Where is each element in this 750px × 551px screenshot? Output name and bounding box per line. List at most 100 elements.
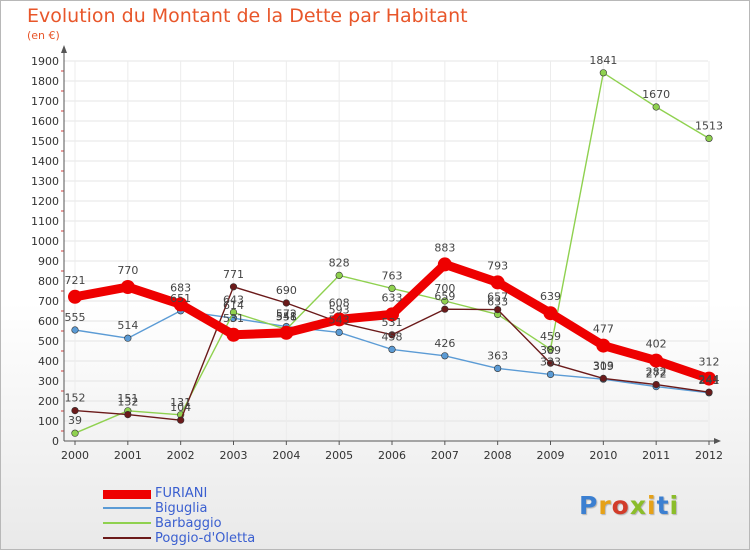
y-tick-label: 500 <box>38 335 59 348</box>
data-label: 683 <box>170 281 191 294</box>
x-tick-label: 2011 <box>642 449 670 462</box>
data-label: 363 <box>487 349 508 362</box>
data-label: 614 <box>223 299 244 312</box>
data-label: 541 <box>276 310 297 323</box>
legend-swatch <box>103 507 151 509</box>
data-point <box>705 134 713 142</box>
proxiti-logo: Proxiti <box>579 491 680 520</box>
x-tick-label: 2001 <box>114 449 142 462</box>
y-tick-label: 800 <box>38 275 59 288</box>
data-point <box>702 371 716 386</box>
data-label: 659 <box>434 290 455 303</box>
data-label: 241 <box>699 374 720 387</box>
data-point <box>543 306 558 321</box>
data-label: 593 <box>329 303 350 316</box>
data-point <box>124 411 132 419</box>
data-point <box>652 381 660 389</box>
data-label: 1670 <box>642 88 670 101</box>
y-tick-label: 1200 <box>31 195 59 208</box>
data-point <box>437 257 452 272</box>
y-tick-label: 700 <box>38 295 59 308</box>
data-label: 657 <box>487 291 508 304</box>
x-tick-label: 2004 <box>272 449 300 462</box>
chart-title: Evolution du Montant de la Dette par Hab… <box>27 5 468 27</box>
data-point <box>652 103 660 111</box>
y-tick-label: 100 <box>38 415 59 428</box>
y-tick-label: 600 <box>38 315 59 328</box>
y-tick-label: 1700 <box>31 95 59 108</box>
data-point <box>546 370 555 379</box>
data-point <box>226 327 241 342</box>
data-point <box>282 299 290 307</box>
legend-label: Barbaggio <box>155 516 222 531</box>
data-point <box>441 305 449 313</box>
y-tick-label: 1000 <box>31 235 59 248</box>
data-point <box>68 289 82 304</box>
data-label: 770 <box>117 264 138 277</box>
y-tick-label: 400 <box>38 355 59 368</box>
legend-swatch <box>103 537 151 539</box>
data-point <box>335 271 343 280</box>
y-tick-label: 1800 <box>31 75 59 88</box>
data-label: 555 <box>65 311 86 324</box>
data-point <box>120 280 135 294</box>
axis-layer: 0 100 200 300 400 500 600 700 800 900 1000 1100 1200… <box>31 45 723 462</box>
data-point <box>494 306 502 314</box>
data-label: 558 <box>276 310 297 323</box>
y-axis-arrow <box>61 45 67 53</box>
data-point <box>546 359 555 367</box>
legend-label: Poggio-d'Oletta <box>155 531 256 546</box>
x-tick-label: 2002 <box>167 449 195 462</box>
series-layer <box>68 69 716 437</box>
data-label: 313 <box>593 359 614 372</box>
y-tick-label: 1100 <box>31 215 59 228</box>
legend-label: FURIANI <box>155 486 208 501</box>
data-label: 531 <box>382 316 403 329</box>
data-point <box>71 326 79 334</box>
data-label: 312 <box>699 356 720 369</box>
data-point <box>388 331 396 339</box>
data-point <box>71 407 79 415</box>
data-label: 1513 <box>695 119 723 132</box>
data-label: 477 <box>593 323 614 336</box>
data-point <box>441 352 449 360</box>
x-tick-label: 2007 <box>431 449 459 462</box>
x-tick-label: 2012 <box>695 449 723 462</box>
data-point <box>229 283 238 291</box>
x-axis-arrow <box>714 438 721 444</box>
data-point <box>177 416 185 424</box>
x-tick-label: 2000 <box>61 449 89 462</box>
data-point <box>385 307 399 322</box>
data-label: 152 <box>65 392 86 405</box>
data-label: 459 <box>540 330 561 343</box>
data-point <box>124 334 132 342</box>
data-point <box>388 345 396 354</box>
x-tick-label: 2005 <box>325 449 353 462</box>
data-label: 39 <box>68 414 82 427</box>
legend-swatch <box>103 490 151 499</box>
data-label: 721 <box>65 274 86 287</box>
data-label: 639 <box>540 290 561 303</box>
data-label: 282 <box>646 366 667 379</box>
data-label: 700 <box>434 282 455 295</box>
data-label: 883 <box>434 241 455 254</box>
y-tick-label: 300 <box>38 375 59 388</box>
data-label: 763 <box>382 269 403 282</box>
x-tick-label: 2010 <box>589 449 617 462</box>
data-label: 131 <box>170 396 191 409</box>
data-label: 633 <box>487 295 508 308</box>
data-label: 132 <box>117 396 138 409</box>
data-point <box>332 312 347 327</box>
data-point <box>596 338 611 353</box>
data-label: 690 <box>276 284 297 297</box>
data-point <box>173 297 188 312</box>
data-label: 543 <box>329 313 350 326</box>
data-label: 643 <box>223 293 244 306</box>
data-label: 514 <box>117 319 138 332</box>
data-label: 333 <box>540 355 561 368</box>
y-tick-label: 1300 <box>31 175 59 188</box>
data-label: 572 <box>276 308 297 321</box>
data-label: 426 <box>434 337 455 350</box>
data-label: 104 <box>170 401 191 414</box>
